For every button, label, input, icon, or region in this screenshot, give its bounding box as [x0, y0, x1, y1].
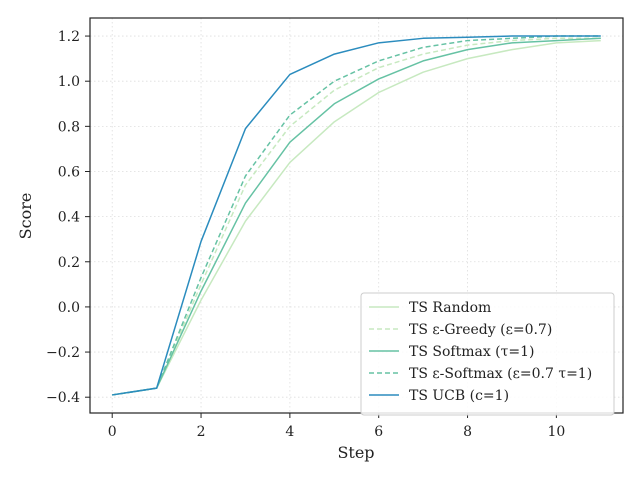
x-axis-label: Step: [337, 443, 374, 462]
x-tick-label: 0: [108, 424, 117, 440]
plot-frame: [89, 17, 624, 414]
x-tick-label: 2: [197, 424, 206, 440]
legend-label: TS ε-Greedy (ε=0.7): [409, 322, 552, 338]
y-tick-label: 0.6: [58, 164, 80, 180]
y-tick-label: 0.8: [58, 119, 80, 135]
legend-label: TS UCB (c=1): [409, 388, 509, 404]
x-tick-label: 10: [547, 424, 565, 440]
x-tick-label: 6: [374, 424, 383, 440]
legend-label: TS Random: [409, 300, 491, 316]
y-tick-label: −0.4: [46, 390, 80, 406]
y-tick-label: 0.4: [58, 210, 80, 226]
y-tick-label: 1.0: [58, 74, 80, 90]
legend-box: [360, 292, 615, 416]
x-tick-label: 8: [463, 424, 472, 440]
series-line-1: [112, 39, 601, 396]
series-line-3: [112, 37, 601, 396]
x-tick-label: 4: [285, 424, 294, 440]
x-axis-ticks: 0 2 4 6 8 10: [108, 413, 565, 440]
y-axis-ticks: −0.4 −0.2 0.0 0.2 0.4 0.6 0.8 1.0 1.2: [46, 29, 90, 406]
series-lines: [112, 35, 601, 396]
y-tick-label: 0.0: [58, 300, 80, 316]
y-axis-label: Score: [16, 193, 35, 240]
series-line-5: [112, 35, 601, 396]
y-tick-label: −0.2: [46, 345, 80, 361]
y-tick-label: 0.2: [58, 255, 80, 271]
series-line-2: [112, 37, 601, 396]
legend: TS Random TS ε-Greedy (ε=0.7) TS Softmax (…: [360, 292, 615, 416]
y-tick-label: 1.2: [58, 29, 80, 45]
legend-label: TS Softmax (τ=1): [409, 344, 534, 360]
legend-label: TS ε-Softmax (ε=0.7 τ=1): [409, 366, 592, 382]
series-line-4: [112, 35, 601, 396]
